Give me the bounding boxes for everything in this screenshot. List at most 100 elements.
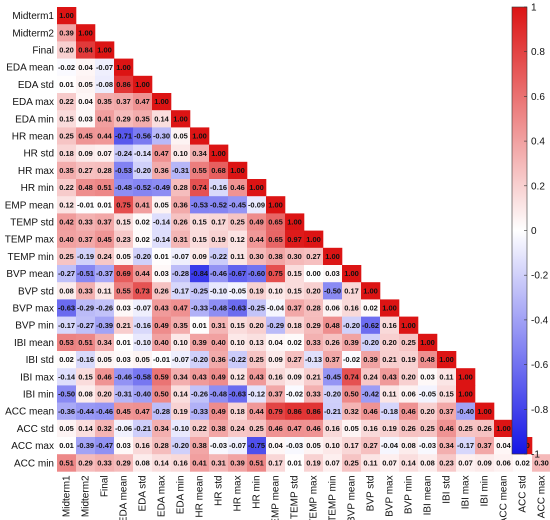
cell-value-label: 0.74 <box>192 183 207 192</box>
column-label: EMP mean <box>271 475 282 520</box>
cell-value-label: -0.63 <box>58 304 75 313</box>
heatmap-cell <box>209 179 229 197</box>
heatmap-cell <box>247 333 267 352</box>
heatmap-cell <box>342 454 362 472</box>
cell-value-label: 0.48 <box>420 355 435 364</box>
heatmap-cell <box>399 385 419 403</box>
heatmap-cell <box>380 368 400 386</box>
cell-value-label: 0.44 <box>249 235 264 244</box>
cell-value-label: 0.29 <box>306 321 321 330</box>
cell-value-label: -0.48 <box>210 390 227 399</box>
heatmap-cell <box>247 196 267 214</box>
heatmap-cell <box>266 437 286 455</box>
heatmap-cell <box>152 368 172 386</box>
heatmap-cell <box>285 213 305 231</box>
cell-value-label: 0.15 <box>192 235 207 244</box>
cell-value-label: 0.04 <box>78 97 93 106</box>
heatmap-cell <box>228 316 248 335</box>
heatmap-cell <box>57 230 77 249</box>
cell-value-label: 0.37 <box>325 355 340 364</box>
heatmap-cell <box>361 333 381 352</box>
cell-value-label: 0.34 <box>192 149 207 158</box>
cell-value-label: 0.25 <box>458 424 473 433</box>
heatmap-cell <box>399 419 419 438</box>
cell-value-label: 0.07 <box>97 149 112 158</box>
cell-value-label: 0.01 <box>192 321 207 330</box>
cell-value-label: 0.31 <box>173 235 188 244</box>
cell-value-label: -0.52 <box>210 200 227 209</box>
cell-value-label: -0.12 <box>248 390 265 399</box>
heatmap-cell <box>76 230 96 249</box>
row-label: TEMP min <box>8 252 55 263</box>
cell-value-label: 0.23 <box>116 235 131 244</box>
heatmap-cell <box>95 247 115 266</box>
heatmap-cell <box>152 230 172 249</box>
heatmap-cell <box>114 93 134 111</box>
cell-value-label: 0.10 <box>173 338 188 347</box>
heatmap-cell <box>380 316 400 335</box>
heatmap-cell <box>190 230 210 249</box>
cell-value-label: 0.22 <box>192 424 207 433</box>
heatmap-cell <box>190 196 210 214</box>
cell-value-label: 0.30 <box>534 458 549 467</box>
cell-value-label: -0.17 <box>58 321 75 330</box>
heatmap-cell <box>228 247 248 266</box>
cell-value-label: -0.05 <box>419 390 436 399</box>
cell-value-label: 0.43 <box>249 372 264 381</box>
heatmap-cell <box>228 333 248 352</box>
heatmap-cell <box>57 110 77 128</box>
cell-value-label: 0.20 <box>97 390 112 399</box>
heatmap-cell <box>247 179 267 197</box>
cell-value-label: 0.75 <box>268 269 283 278</box>
cell-value-label: -0.42 <box>362 390 379 399</box>
cell-value-label: 0.04 <box>268 441 283 450</box>
cell-value-label: 1.00 <box>363 286 378 295</box>
cell-value-label: 0.25 <box>344 458 359 467</box>
cell-value-label: 0.01 <box>287 458 302 467</box>
cell-value-label: 1.00 <box>192 132 207 141</box>
cell-value-label: -0.18 <box>381 407 398 416</box>
cell-value-label: 0.16 <box>135 441 150 450</box>
cell-value-label: 0.21 <box>382 355 397 364</box>
heatmap-cell <box>418 385 438 403</box>
heatmap-cell <box>266 230 286 249</box>
cell-value-label: -0.19 <box>77 252 94 261</box>
cell-value-label: -0.30 <box>153 132 170 141</box>
cell-value-label: 0.19 <box>173 407 188 416</box>
cell-value-label: -0.63 <box>229 390 246 399</box>
cell-value-label: 0.59 <box>154 372 169 381</box>
cell-value-label: 0.25 <box>420 424 435 433</box>
heatmap-cell <box>171 282 191 300</box>
cell-value-label: 0.03 <box>116 355 131 364</box>
cell-value-label: 0.25 <box>59 252 74 261</box>
cell-value-label: 0.27 <box>363 441 378 450</box>
heatmap-cell <box>95 385 115 403</box>
cell-value-label: 0.25 <box>401 338 416 347</box>
cell-value-label: 0.30 <box>249 252 264 261</box>
cell-value-label: 0.42 <box>59 218 74 227</box>
heatmap-cell-values: 1.000.39 1.000.20 0.84 1.00-0.02 0.04 -0.07 1.… <box>58 11 549 467</box>
cell-value-label: -0.62 <box>362 321 379 330</box>
heatmap-cell <box>152 247 172 266</box>
column-label: EDA mean <box>119 475 130 520</box>
row-label: HR max <box>18 166 54 177</box>
heatmap-cell <box>171 196 191 214</box>
heatmap-cell <box>228 437 248 455</box>
heatmap-cell <box>247 299 267 317</box>
column-label: TEMP max <box>309 475 320 520</box>
cell-value-label: -0.20 <box>134 252 151 261</box>
heatmap-cell <box>380 419 400 438</box>
heatmap-cell <box>266 333 286 352</box>
heatmap-cell <box>114 437 134 455</box>
heatmap-cell <box>285 265 305 283</box>
heatmap-cell <box>323 316 343 335</box>
colorbar-tick-label: 0 <box>531 226 537 237</box>
cell-value-label: -0.07 <box>172 355 189 364</box>
cell-value-label: -0.52 <box>134 183 151 192</box>
cell-value-label: -0.46 <box>210 269 227 278</box>
cell-value-label: -0.28 <box>172 269 189 278</box>
cell-value-label: -0.53 <box>191 200 208 209</box>
heatmap-cell <box>285 402 305 421</box>
cell-value-label: 1.00 <box>420 338 435 347</box>
cell-value-label: -0.31 <box>172 166 189 175</box>
